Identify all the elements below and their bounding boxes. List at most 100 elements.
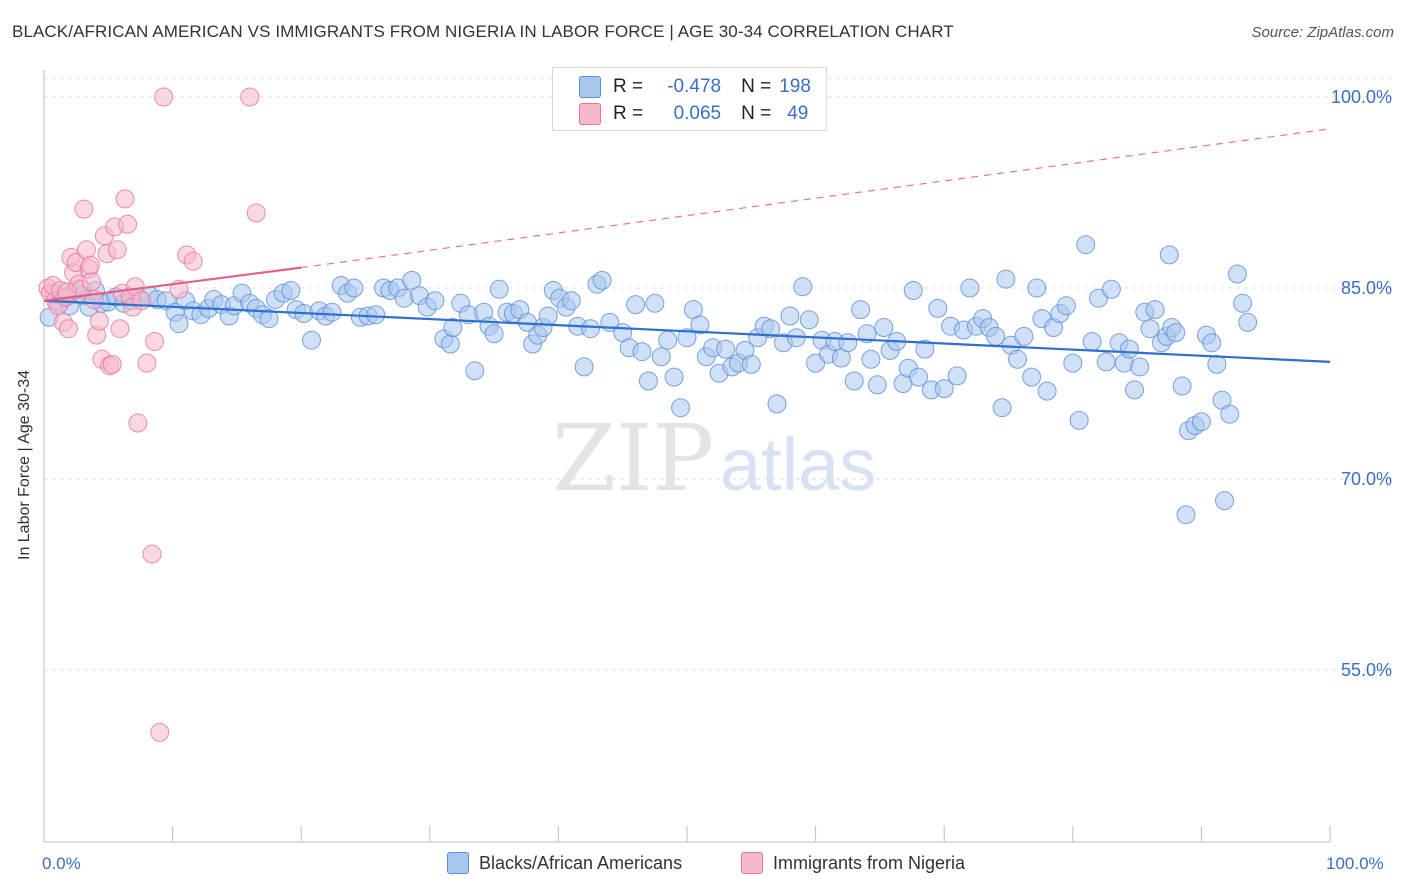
- point-nigeria: [128, 413, 148, 433]
- point-blacks: [947, 366, 967, 386]
- legend-n-label: N =: [741, 76, 772, 97]
- point-blacks: [645, 293, 665, 313]
- series-immigrants-from-nigeria: [38, 87, 266, 742]
- point-nigeria: [115, 189, 135, 209]
- point-blacks: [592, 270, 612, 290]
- point-blacks: [874, 318, 894, 337]
- point-blacks: [402, 270, 422, 290]
- point-blacks: [1166, 323, 1186, 343]
- series-legend: Blacks/African Americans Immigrants from…: [0, 852, 1406, 878]
- point-blacks: [440, 334, 460, 354]
- source-label: Source: ZipAtlas.com: [1251, 24, 1394, 41]
- point-blacks: [638, 371, 658, 391]
- point-blacks: [799, 310, 819, 330]
- point-blacks: [1101, 279, 1121, 299]
- trend-line-blacks: [43, 299, 1331, 363]
- point-blacks: [1191, 412, 1211, 432]
- point-blacks: [465, 361, 485, 381]
- y-tick-label: 55.0%: [1341, 660, 1392, 680]
- legend-swatch-nigeria: [579, 103, 601, 125]
- legend-label-blacks: Blacks/African Americans: [479, 852, 683, 873]
- point-blacks: [677, 328, 697, 348]
- point-blacks: [651, 347, 671, 367]
- point-blacks: [716, 339, 736, 359]
- point-nigeria: [80, 255, 100, 275]
- correlation-legend: R = -0.478 N = 198 R = 0.065 N = 49: [552, 67, 827, 131]
- point-blacks: [1069, 410, 1089, 430]
- point-blacks: [561, 291, 581, 311]
- point-blacks: [664, 367, 684, 387]
- point-blacks: [1022, 367, 1042, 387]
- legend-item-blacks: Blacks/African Americans: [447, 852, 682, 874]
- legend-label-nigeria: Immigrants from Nigeria: [773, 852, 966, 873]
- point-blacks: [1027, 278, 1047, 298]
- watermark-zip: ZIP: [552, 405, 714, 512]
- legend-r-value: -0.478: [667, 76, 722, 97]
- point-blacks: [986, 326, 1006, 346]
- point-blacks: [425, 291, 445, 311]
- point-blacks: [851, 300, 871, 320]
- point-nigeria: [107, 240, 127, 260]
- point-blacks: [1056, 296, 1076, 316]
- y-tick-label: 85.0%: [1341, 278, 1392, 298]
- point-blacks: [1238, 312, 1258, 332]
- point-blacks: [1220, 404, 1240, 424]
- point-blacks: [1140, 319, 1160, 339]
- chart-title: BLACK/AFRICAN AMERICAN VS IMMIGRANTS FRO…: [12, 22, 954, 41]
- point-blacks: [780, 306, 800, 326]
- trend-lines: [43, 128, 1331, 363]
- legend-r-label: R =: [613, 103, 644, 124]
- point-blacks: [302, 330, 321, 350]
- point-blacks: [574, 357, 594, 377]
- point-blacks: [861, 349, 881, 369]
- y-tick-label: 70.0%: [1341, 469, 1392, 489]
- point-blacks: [928, 298, 948, 318]
- legend-r-value: 0.065: [673, 103, 722, 124]
- point-nigeria: [183, 251, 203, 271]
- point-nigeria: [110, 319, 130, 339]
- point-blacks: [903, 281, 923, 300]
- y-tick-label: 100.0%: [1331, 87, 1392, 107]
- y-tick-labels: 100.0% 85.0% 70.0% 55.0%: [1331, 87, 1392, 680]
- point-nigeria: [145, 332, 165, 351]
- point-blacks: [867, 375, 887, 395]
- legend-n-label: N =: [741, 103, 772, 124]
- point-blacks: [538, 306, 558, 326]
- trend-line-nigeria-extended: [301, 128, 1331, 269]
- point-blacks: [344, 278, 364, 298]
- legend-n-value: 198: [779, 76, 811, 97]
- point-blacks: [1159, 245, 1179, 265]
- watermark-atlas: atlas: [720, 423, 876, 506]
- point-blacks: [690, 315, 710, 335]
- point-nigeria: [246, 203, 266, 223]
- point-blacks: [909, 367, 928, 387]
- point-nigeria: [74, 199, 94, 219]
- point-blacks: [915, 339, 935, 359]
- legend-swatch-blacks: [579, 76, 601, 98]
- point-nigeria: [150, 722, 170, 742]
- point-blacks: [1176, 505, 1196, 525]
- point-nigeria: [142, 544, 162, 564]
- legend-swatch-nigeria: [741, 852, 763, 874]
- point-blacks: [1233, 293, 1253, 313]
- point-blacks: [484, 324, 504, 344]
- point-nigeria: [82, 272, 102, 292]
- point-blacks: [1227, 264, 1247, 284]
- legend-row-blacks: R = -0.478 N = 198: [579, 74, 811, 100]
- point-blacks: [857, 324, 877, 344]
- point-blacks: [1130, 357, 1150, 377]
- point-blacks: [1207, 354, 1227, 374]
- x-axis-max-label: 100.0%: [1326, 854, 1384, 873]
- point-nigeria: [102, 354, 122, 374]
- point-nigeria: [240, 87, 260, 107]
- point-blacks: [1096, 352, 1116, 372]
- point-blacks: [443, 318, 463, 337]
- point-blacks: [1172, 376, 1192, 396]
- point-nigeria: [132, 291, 152, 311]
- point-blacks: [934, 379, 954, 399]
- point-blacks: [626, 295, 646, 315]
- point-blacks: [960, 278, 980, 298]
- point-blacks: [632, 342, 652, 362]
- point-blacks: [767, 394, 787, 414]
- point-blacks: [322, 302, 342, 322]
